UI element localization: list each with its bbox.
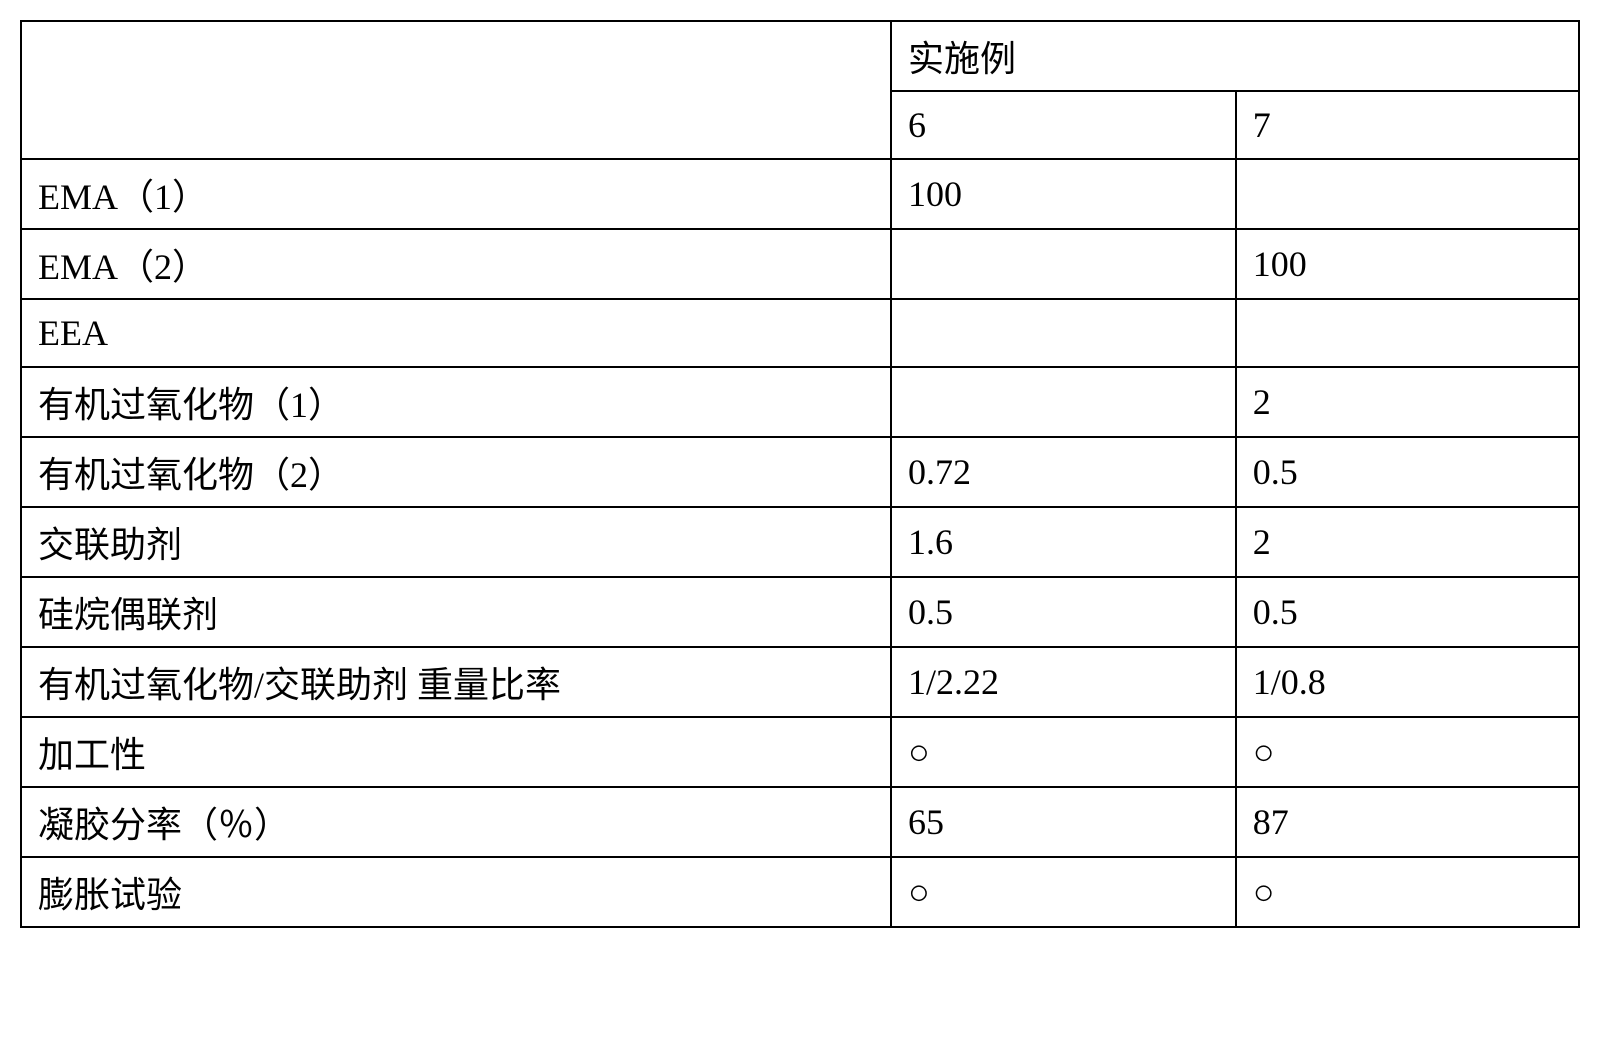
table-row: 凝胶分率（％） 65 87: [21, 787, 1579, 857]
row-value: [1236, 159, 1579, 229]
row-value: 0.72: [891, 437, 1236, 507]
row-label: 有机过氧化物/交联助剂 重量比率: [21, 647, 891, 717]
row-value: 1/0.8: [1236, 647, 1579, 717]
row-label: 有机过氧化物（2）: [21, 437, 891, 507]
row-value: 0.5: [1236, 577, 1579, 647]
table-row: EMA（1） 100: [21, 159, 1579, 229]
row-value: [891, 367, 1236, 437]
row-value: 0.5: [891, 577, 1236, 647]
row-value: 2: [1236, 507, 1579, 577]
row-label: 加工性: [21, 717, 891, 787]
subheader-2: 7: [1236, 91, 1579, 159]
row-label: 有机过氧化物（1）: [21, 367, 891, 437]
table-row: 交联助剂 1.6 2: [21, 507, 1579, 577]
row-value: 1/2.22: [891, 647, 1236, 717]
row-value: 87: [1236, 787, 1579, 857]
table-row: 硅烷偶联剂 0.5 0.5: [21, 577, 1579, 647]
subheader-1: 6: [891, 91, 1236, 159]
row-value: 2: [1236, 367, 1579, 437]
row-label: EMA（1）: [21, 159, 891, 229]
row-label: 交联助剂: [21, 507, 891, 577]
row-value: ○: [891, 717, 1236, 787]
table-row: EMA（2） 100: [21, 229, 1579, 299]
table-row: 膨胀试验 ○ ○: [21, 857, 1579, 927]
row-label: 硅烷偶联剂: [21, 577, 891, 647]
row-value: [891, 299, 1236, 367]
row-value: 65: [891, 787, 1236, 857]
table-row: 加工性 ○ ○: [21, 717, 1579, 787]
table-row: 有机过氧化物（2） 0.72 0.5: [21, 437, 1579, 507]
table-row: EEA: [21, 299, 1579, 367]
row-label: 膨胀试验: [21, 857, 891, 927]
table-row: 有机过氧化物（1） 2: [21, 367, 1579, 437]
row-value: 100: [891, 159, 1236, 229]
row-value: [891, 229, 1236, 299]
row-value: ○: [1236, 717, 1579, 787]
row-value: ○: [891, 857, 1236, 927]
row-label: EEA: [21, 299, 891, 367]
row-value: 0.5: [1236, 437, 1579, 507]
header-group: 实施例: [891, 21, 1579, 91]
data-table: 实施例 6 7 EMA（1） 100 EMA（2） 100 EEA 有机过氧化物…: [20, 20, 1580, 928]
header-row-1: 实施例: [21, 21, 1579, 91]
row-label: 凝胶分率（％）: [21, 787, 891, 857]
row-value: 100: [1236, 229, 1579, 299]
table-row: 有机过氧化物/交联助剂 重量比率 1/2.22 1/0.8: [21, 647, 1579, 717]
row-label: EMA（2）: [21, 229, 891, 299]
row-value: 1.6: [891, 507, 1236, 577]
row-value: ○: [1236, 857, 1579, 927]
header-blank: [21, 21, 891, 159]
row-value: [1236, 299, 1579, 367]
